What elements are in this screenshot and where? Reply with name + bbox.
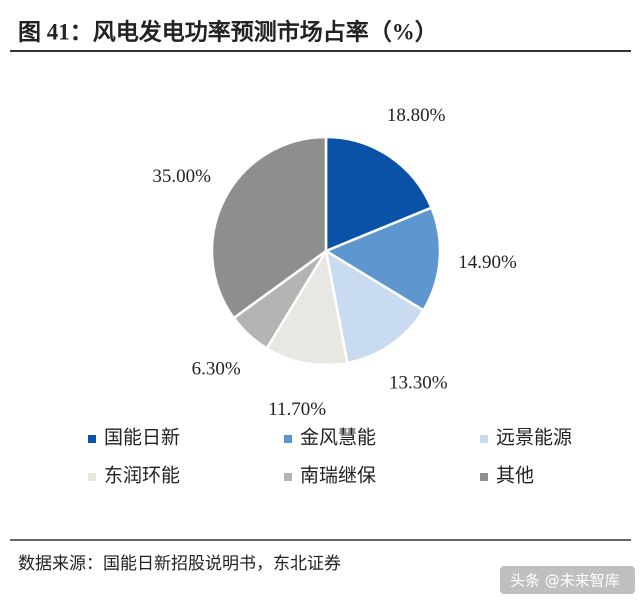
legend-label: 其他 xyxy=(496,464,534,486)
chart-title: 图 41：风电发电功率预测市场占率（%） xyxy=(18,18,438,44)
pie-slice xyxy=(324,135,434,253)
legend-label: 远景能源 xyxy=(496,426,572,448)
source: 数据来源：国能日新招股说明书，东北证券 xyxy=(18,554,341,573)
data-label: 35.00% xyxy=(152,166,211,187)
data-label: 13.30% xyxy=(389,372,448,393)
legend-swatch xyxy=(284,435,292,443)
legend-label: 国能日新 xyxy=(104,426,180,448)
pie-slice xyxy=(210,135,328,320)
legend-swatch xyxy=(88,473,96,481)
watermark: 头条 @未来智库 xyxy=(510,572,620,590)
legend-label: 东润环能 xyxy=(104,464,180,486)
pie-slice xyxy=(323,206,442,312)
pie-slice xyxy=(324,248,426,365)
data-label: 18.80% xyxy=(387,105,446,126)
data-label: 14.90% xyxy=(458,252,517,273)
data-label: 6.30% xyxy=(192,358,241,379)
legend-swatch xyxy=(88,435,96,443)
legend-swatch xyxy=(284,473,292,481)
watermark-bg xyxy=(500,566,635,594)
data-label: 11.70% xyxy=(268,399,326,420)
legend-swatch xyxy=(480,435,488,443)
legend-label: 金风慧能 xyxy=(300,426,376,448)
legend-label: 南瑞继保 xyxy=(300,464,376,486)
pie-slice xyxy=(265,247,349,367)
legend-swatch xyxy=(480,473,488,481)
